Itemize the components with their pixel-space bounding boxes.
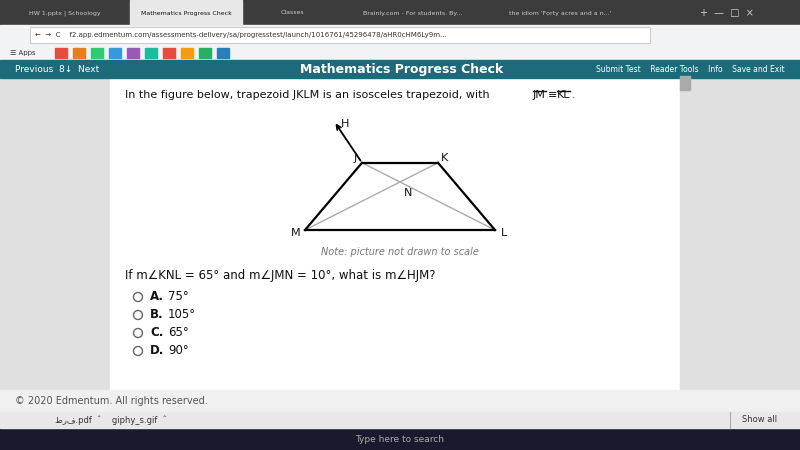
Bar bbox=[0, 60, 800, 78]
Text: the idiom 'Forty acres and a n...': the idiom 'Forty acres and a n...' bbox=[509, 10, 611, 15]
Text: 90°: 90° bbox=[168, 345, 189, 357]
Text: KL: KL bbox=[557, 90, 570, 100]
Circle shape bbox=[134, 328, 142, 338]
Text: J: J bbox=[354, 153, 357, 163]
Text: Mathematics Progress Check: Mathematics Progress Check bbox=[141, 10, 231, 15]
Text: H: H bbox=[341, 119, 350, 129]
Text: K: K bbox=[442, 153, 449, 163]
Text: N: N bbox=[404, 188, 412, 198]
Bar bbox=[680, 76, 690, 90]
Text: Note: picture not drawn to scale: Note: picture not drawn to scale bbox=[321, 247, 479, 257]
Text: Brainly.com - For students. By...: Brainly.com - For students. By... bbox=[363, 10, 462, 15]
Bar bbox=[0, 412, 800, 428]
Text: طرف.pdf  ˆ    giphy_s.gif  ˆ: طرف.pdf ˆ giphy_s.gif ˆ bbox=[55, 415, 167, 425]
Bar bbox=[0, 428, 800, 450]
Text: Submit Test    Reader Tools    Info    Save and Exit: Submit Test Reader Tools Info Save and E… bbox=[596, 64, 785, 73]
Bar bbox=[130, 0, 242, 25]
Text: C.: C. bbox=[150, 327, 163, 339]
Text: JM: JM bbox=[533, 90, 546, 100]
Text: Type here to search: Type here to search bbox=[355, 435, 445, 444]
Text: A.: A. bbox=[150, 291, 164, 303]
Bar bbox=[73, 48, 85, 58]
Text: D.: D. bbox=[150, 345, 164, 357]
Text: ←  →  C    f2.app.edmentum.com/assessments-delivery/sa/progresstest/launch/10167: ← → C f2.app.edmentum.com/assessments-de… bbox=[35, 32, 446, 38]
Text: ☰ Apps: ☰ Apps bbox=[10, 50, 36, 56]
Bar bbox=[0, 45, 800, 60]
Text: If m∠KNL = 65° and m∠JMN = 10°, what is m∠HJM?: If m∠KNL = 65° and m∠JMN = 10°, what is … bbox=[125, 269, 435, 282]
Bar bbox=[0, 390, 800, 412]
Text: +  —  □  ×: + — □ × bbox=[700, 8, 754, 18]
Bar bbox=[685, 78, 800, 390]
Bar bbox=[680, 78, 690, 390]
Bar bbox=[30, 27, 650, 43]
Bar bbox=[163, 48, 175, 58]
Text: Previous  8↓  Next: Previous 8↓ Next bbox=[15, 64, 99, 73]
Circle shape bbox=[134, 310, 142, 320]
Bar bbox=[0, 0, 800, 25]
Text: Mathematics Progress Check: Mathematics Progress Check bbox=[300, 63, 503, 76]
Text: ≡: ≡ bbox=[548, 90, 558, 100]
Bar bbox=[55, 48, 67, 58]
Bar bbox=[0, 25, 800, 45]
Bar bbox=[199, 48, 211, 58]
Bar bbox=[181, 48, 193, 58]
Text: 105°: 105° bbox=[168, 309, 196, 321]
Text: Show all: Show all bbox=[742, 415, 778, 424]
Text: B.: B. bbox=[150, 309, 164, 321]
Bar bbox=[91, 48, 103, 58]
Text: 65°: 65° bbox=[168, 327, 189, 339]
Bar bbox=[110, 78, 685, 390]
Text: In the figure below, trapezoid JKLM is an isosceles trapezoid, with: In the figure below, trapezoid JKLM is a… bbox=[125, 90, 493, 100]
Bar bbox=[109, 48, 121, 58]
Text: .: . bbox=[572, 90, 576, 100]
Bar bbox=[217, 48, 229, 58]
Bar bbox=[127, 48, 139, 58]
Text: HW 1.pptx | Schoology: HW 1.pptx | Schoology bbox=[29, 10, 101, 16]
Text: M: M bbox=[291, 228, 301, 238]
Circle shape bbox=[134, 346, 142, 356]
Text: 75°: 75° bbox=[168, 291, 189, 303]
Text: Classes: Classes bbox=[280, 10, 304, 15]
Circle shape bbox=[134, 292, 142, 302]
Text: © 2020 Edmentum. All rights reserved.: © 2020 Edmentum. All rights reserved. bbox=[15, 396, 208, 406]
Text: L: L bbox=[501, 228, 507, 238]
Bar bbox=[0, 78, 110, 390]
Bar bbox=[145, 48, 157, 58]
